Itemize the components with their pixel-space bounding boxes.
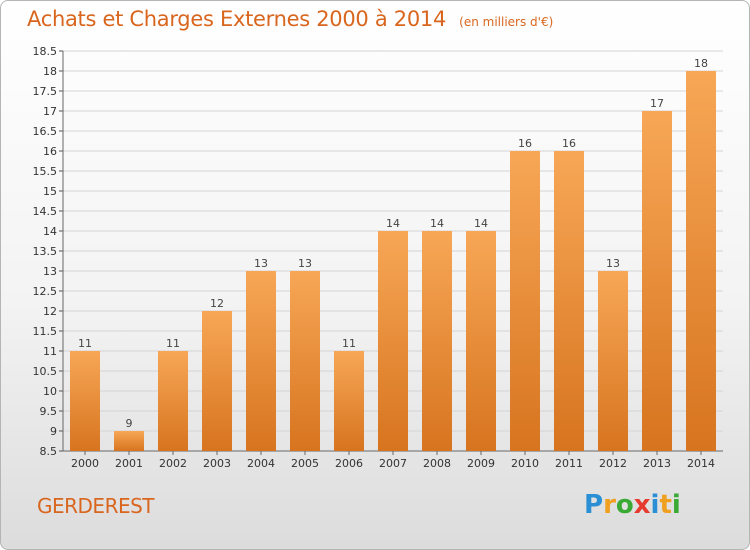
bar xyxy=(70,351,100,451)
y-tick-label: 9.5 xyxy=(40,405,58,418)
bar xyxy=(202,311,232,451)
bar xyxy=(334,351,364,451)
data-label: 11 xyxy=(78,337,92,350)
x-tick-label: 2007 xyxy=(379,457,407,470)
bar xyxy=(510,151,540,451)
title-row: Achats et Charges Externes 2000 à 2014 (… xyxy=(27,7,553,31)
x-tick-label: 2002 xyxy=(159,457,187,470)
chart-title: Achats et Charges Externes 2000 à 2014 xyxy=(27,7,447,31)
data-label: 16 xyxy=(562,137,576,150)
x-tick-label: 2003 xyxy=(203,457,231,470)
data-label: 13 xyxy=(254,257,268,270)
y-tick-label: 9 xyxy=(50,425,57,438)
bar xyxy=(642,111,672,451)
data-label: 14 xyxy=(386,217,400,230)
x-tick-label: 2010 xyxy=(511,457,539,470)
x-tick-label: 2013 xyxy=(643,457,671,470)
data-labels: 11 9 11 12 13 13 11 14 14 14 16 16 13 17 18 xyxy=(78,57,708,430)
y-tick-label: 18.5 xyxy=(33,45,58,58)
y-tick-label: 12.5 xyxy=(33,285,58,298)
y-tick-label: 14.5 xyxy=(33,205,58,218)
logo-letter: r xyxy=(603,490,616,520)
y-tick-label: 11 xyxy=(43,345,57,358)
bars xyxy=(70,71,716,451)
y-tick-label: 13 xyxy=(43,265,57,278)
y-tick-label: 10.5 xyxy=(33,365,58,378)
x-tick-label: 2006 xyxy=(335,457,363,470)
x-tick-label: 2009 xyxy=(467,457,495,470)
bar xyxy=(246,271,276,451)
bar xyxy=(114,431,144,451)
y-tick-label: 15 xyxy=(43,185,57,198)
y-tick-label: 16 xyxy=(43,145,57,158)
x-tick-label: 2011 xyxy=(555,457,583,470)
data-label: 11 xyxy=(166,337,180,350)
logo-letter: i xyxy=(671,490,681,520)
y-tick-label: 13.5 xyxy=(33,245,58,258)
logo-letter: t xyxy=(659,490,672,520)
y-tick-label: 8.5 xyxy=(40,445,58,458)
x-tick-label: 2008 xyxy=(423,457,451,470)
bar xyxy=(686,71,716,451)
bar xyxy=(554,151,584,451)
data-label: 14 xyxy=(474,217,488,230)
data-label: 14 xyxy=(430,217,444,230)
y-tick-label: 16.5 xyxy=(33,125,58,138)
chart-subtitle: (en milliers d'€) xyxy=(459,15,554,29)
y-tick-label: 18 xyxy=(43,65,57,78)
logo-letter: o xyxy=(615,490,634,520)
bar xyxy=(290,271,320,451)
bar xyxy=(378,231,408,451)
data-label: 13 xyxy=(606,257,620,270)
logo-letter: i xyxy=(650,490,660,520)
data-label: 12 xyxy=(210,297,224,310)
y-tick-label: 12 xyxy=(43,305,57,318)
data-label: 16 xyxy=(518,137,532,150)
location-name: GERDEREST xyxy=(37,494,155,518)
data-label: 18 xyxy=(694,57,708,70)
y-tick-label: 17.5 xyxy=(33,85,58,98)
x-tick-label: 2012 xyxy=(599,457,627,470)
logo-letter: x xyxy=(633,490,651,520)
y-tick-label: 14 xyxy=(43,225,57,238)
bar xyxy=(598,271,628,451)
x-tick-label: 2005 xyxy=(291,457,319,470)
data-label: 13 xyxy=(298,257,312,270)
bar xyxy=(422,231,452,451)
y-tick-label: 11.5 xyxy=(33,325,58,338)
bar xyxy=(466,231,496,451)
x-tick-label: 2000 xyxy=(71,457,99,470)
proxiti-logo[interactable]: Proxiti xyxy=(584,490,681,520)
x-tick-label: 2001 xyxy=(115,457,143,470)
y-tick-label: 17 xyxy=(43,105,57,118)
data-label: 11 xyxy=(342,337,356,350)
y-tick-label: 15.5 xyxy=(33,165,58,178)
y-tick-label: 10 xyxy=(43,385,57,398)
data-label: 9 xyxy=(126,417,133,430)
bar xyxy=(158,351,188,451)
x-tick-label: 2004 xyxy=(247,457,275,470)
logo-letter: P xyxy=(584,490,604,520)
axes: 8.5 9 9.5 10 10.5 11 11.5 12 12.5 13 13.5 14 14.5 15 1… xyxy=(33,45,723,470)
x-tick-label: 2014 xyxy=(687,457,715,470)
data-label: 17 xyxy=(650,97,664,110)
